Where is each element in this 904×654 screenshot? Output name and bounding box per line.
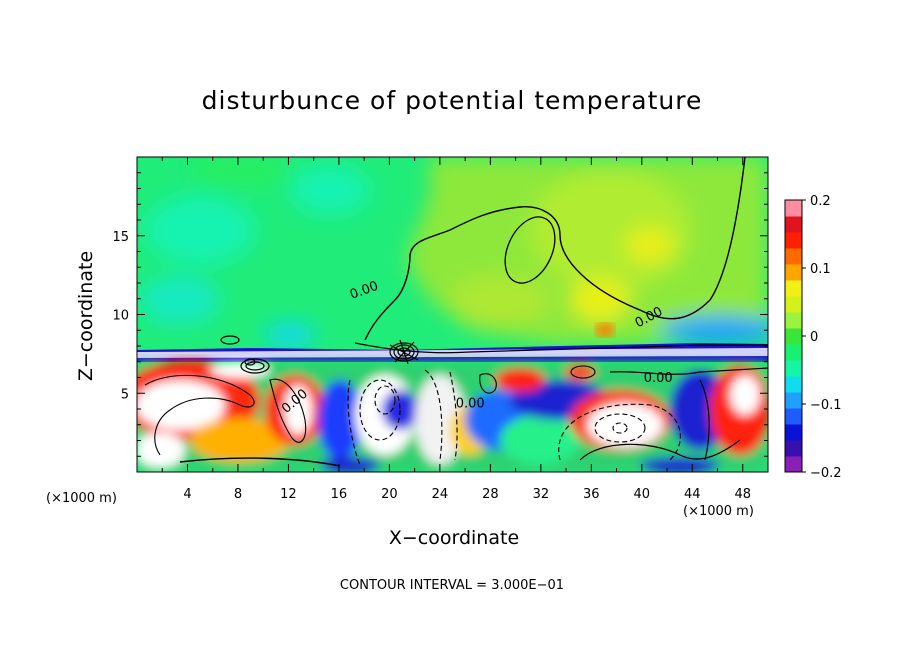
x-tick-label: 8 — [234, 487, 242, 502]
colorbar-swatch — [785, 264, 802, 281]
colorbar-tick-label: −0.1 — [810, 398, 842, 413]
y-tick-label: 10 — [112, 309, 129, 324]
y-tick-label: 5 — [121, 387, 129, 402]
colorbar-swatch — [785, 232, 802, 249]
colorbar-swatch — [785, 296, 802, 313]
heatmap-field — [137, 157, 768, 472]
x-tick-label: 40 — [634, 487, 651, 502]
x-tick-label: 36 — [583, 487, 600, 502]
colorbar-swatch — [785, 408, 802, 425]
x-tick-label: 48 — [734, 487, 751, 502]
colorbar-swatch — [785, 424, 802, 441]
colorbar-swatch — [785, 200, 802, 217]
colorbar-swatch — [785, 312, 802, 329]
colorbar-tick-label: 0.2 — [810, 194, 831, 209]
contour-label: 0.00 — [644, 371, 673, 386]
colorbar-swatch — [785, 328, 802, 345]
x-tick-label: 20 — [381, 487, 398, 502]
contour-interval-note: CONTOUR INTERVAL = 3.000E−01 — [339, 578, 565, 593]
colorbar-swatch — [785, 216, 802, 233]
colorbar-swatch — [785, 376, 802, 393]
x-tick-label: 24 — [432, 487, 449, 502]
x-unit-label-right: (×1000 m) — [683, 504, 754, 519]
colorbar-swatch — [785, 360, 802, 377]
colorbar-tick-label: 0 — [810, 330, 818, 345]
x-tick-label: 28 — [482, 487, 499, 502]
x-axis-label: X−coordinate — [388, 527, 520, 549]
x-tick-label: 44 — [684, 487, 701, 502]
colorbar-tick-label: −0.2 — [810, 466, 842, 481]
y-axis: 5 10 15 — [112, 172, 768, 457]
x-tick-label: 32 — [533, 487, 550, 502]
colorbar-swatch — [785, 248, 802, 265]
x-tick-label: 16 — [331, 487, 348, 502]
colorbar: 0.2 0.1 0 −0.1 −0.2 — [784, 194, 842, 481]
colorbar-swatch — [785, 344, 802, 361]
colorbar-swatch — [785, 456, 802, 473]
colorbar-tick-label: 0.1 — [810, 262, 831, 277]
y-tick-label: 15 — [112, 230, 129, 245]
colorbar-swatch — [785, 440, 802, 457]
x-tick-label: 4 — [183, 487, 191, 502]
colorbar-swatch — [785, 392, 802, 409]
chart-title: disturbunce of potential temperature — [201, 86, 703, 115]
contour-label: 0.00 — [456, 396, 485, 411]
colorbar-swatch — [785, 280, 802, 297]
x-tick-label: 12 — [280, 487, 297, 502]
x-axis: 4 8 12 16 20 24 28 32 36 40 44 48 — [161, 157, 751, 502]
x-unit-label-left: (×1000 m) — [46, 491, 117, 506]
